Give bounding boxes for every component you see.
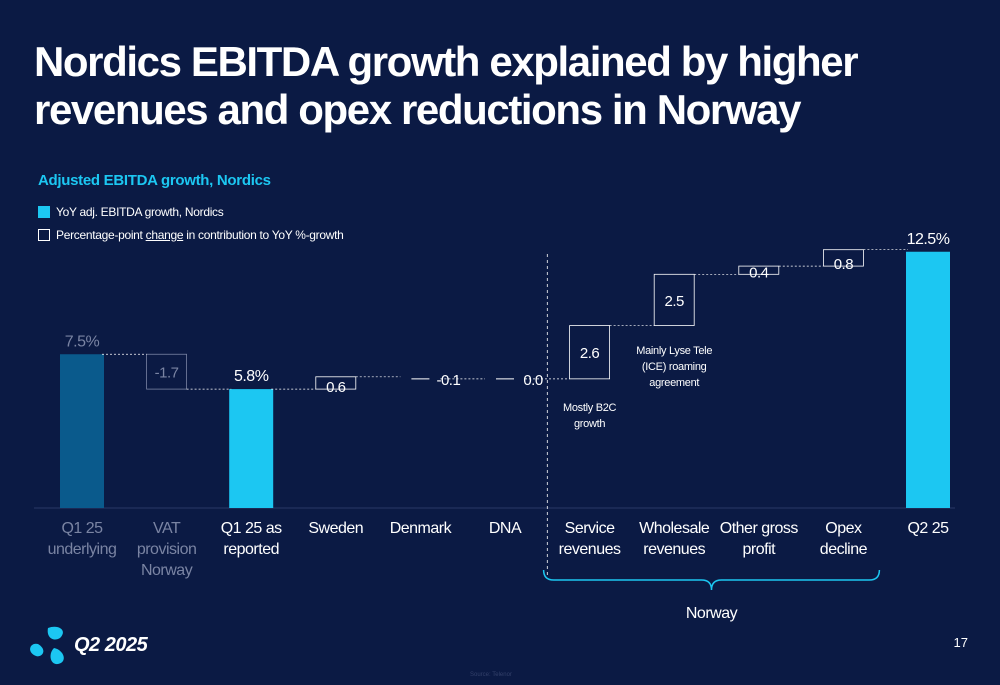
- title-line-2: revenues and opex reductions in Norway: [34, 86, 801, 133]
- telenor-propeller-icon: [30, 626, 64, 665]
- category-label: Norway: [141, 562, 193, 579]
- legend-label-change-suffix: in contribution to YoY %-growth: [183, 228, 344, 242]
- bar-value-label: 7.5%: [65, 333, 100, 350]
- category-label: Other gross: [720, 520, 799, 537]
- category-label: Denmark: [390, 520, 453, 537]
- group-label: Norway: [686, 605, 738, 622]
- category-label: decline: [820, 541, 868, 558]
- category-label: Service: [565, 520, 615, 537]
- category-label: Sweden: [308, 520, 363, 537]
- legend-item-change: Percentage-point change in contribution …: [38, 228, 344, 242]
- category-label: Wholesale: [639, 520, 710, 537]
- annotation-label: (ICE) roaming: [642, 361, 707, 373]
- delta-value-label: 2.6: [580, 345, 600, 362]
- legend-label-ebitda: YoY adj. EBITDA growth, Nordics: [56, 205, 224, 219]
- delta-value-label: 0.6: [326, 379, 346, 396]
- page-title: Nordics EBITDA growth explained by highe…: [34, 38, 934, 134]
- chart-subtitle: Adjusted EBITDA growth, Nordics: [38, 172, 271, 189]
- category-label: DNA: [489, 520, 522, 537]
- category-label: revenues: [559, 541, 621, 558]
- bar-value-label: 5.8%: [234, 368, 269, 385]
- page-number: 17: [953, 635, 968, 650]
- annotation-label: Mostly B2C: [563, 402, 617, 414]
- legend-swatch-filled: [38, 206, 50, 218]
- category-label: reported: [223, 541, 279, 558]
- category-label: Q1 25 as: [221, 520, 282, 537]
- delta-box: [315, 376, 357, 390]
- delta-value-label: 2.5: [665, 293, 685, 310]
- category-label: underlying: [48, 541, 117, 558]
- source-note: Source: Telenor: [470, 672, 512, 678]
- telenor-logo: [28, 620, 158, 665]
- delta-value-label: -1.7: [155, 365, 179, 382]
- category-label: Opex: [825, 520, 862, 537]
- delta-value-label: 0.8: [834, 256, 854, 273]
- category-label: revenues: [643, 541, 705, 558]
- delta-value-label: 0.4: [749, 264, 769, 281]
- bar-total: [60, 354, 104, 508]
- delta-value-label: -0.1: [436, 372, 460, 389]
- delta-box: [146, 353, 188, 390]
- group-bracket: [542, 569, 881, 591]
- category-label: profit: [743, 541, 777, 558]
- delta-box: [738, 265, 780, 275]
- annotation-label: Mainly Lyse Tele: [636, 345, 712, 357]
- delta-box: [653, 273, 695, 326]
- bar-total: [906, 251, 950, 508]
- delta-value-label: 0.0: [523, 372, 543, 389]
- delta-box: [569, 325, 610, 380]
- annotation-label: growth: [574, 418, 605, 430]
- legend-label-change-underlined: change: [145, 228, 184, 242]
- annotation-label: agreement: [649, 377, 699, 389]
- delta-box: [823, 249, 864, 267]
- category-label: provision: [137, 541, 197, 558]
- category-label: Q2 25: [907, 520, 949, 537]
- legend-item-ebitda: YoY adj. EBITDA growth, Nordics: [38, 205, 224, 219]
- title-line-1: Nordics EBITDA growth explained by highe…: [34, 38, 859, 85]
- legend-label-change-prefix: Percentage-point: [56, 228, 146, 242]
- category-label: VAT: [153, 520, 181, 537]
- bar-value-label: 12.5%: [907, 231, 950, 248]
- legend-swatch-outline: [38, 229, 50, 241]
- category-label: Q1 25: [61, 520, 103, 537]
- logo-text: Q2 2025: [74, 634, 148, 656]
- bar-total: [229, 389, 274, 508]
